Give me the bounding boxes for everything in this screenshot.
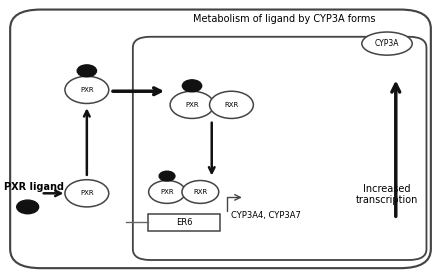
Text: PXR: PXR	[80, 87, 93, 93]
Text: Increased
transcription: Increased transcription	[356, 184, 418, 205]
FancyBboxPatch shape	[148, 214, 220, 232]
Text: CYP3A: CYP3A	[375, 39, 399, 48]
Circle shape	[77, 65, 97, 77]
Circle shape	[182, 180, 219, 204]
Text: PXR: PXR	[80, 190, 93, 196]
Text: ER6: ER6	[176, 218, 193, 227]
Circle shape	[209, 91, 254, 119]
FancyBboxPatch shape	[10, 10, 431, 268]
Text: RXR: RXR	[224, 102, 239, 108]
Circle shape	[170, 91, 214, 119]
Circle shape	[149, 180, 186, 204]
Circle shape	[183, 80, 202, 92]
Circle shape	[159, 171, 175, 181]
Circle shape	[65, 180, 109, 207]
Text: Metabolism of ligand by CYP3A forms: Metabolism of ligand by CYP3A forms	[193, 14, 375, 24]
Circle shape	[65, 76, 109, 103]
Text: CYP3A4, CYP3A7: CYP3A4, CYP3A7	[232, 211, 301, 219]
Text: PXR: PXR	[185, 102, 199, 108]
Text: PXR: PXR	[160, 189, 174, 195]
Text: RXR: RXR	[193, 189, 207, 195]
Ellipse shape	[362, 32, 412, 55]
FancyBboxPatch shape	[133, 37, 426, 260]
Text: PXR ligand: PXR ligand	[4, 182, 64, 191]
Circle shape	[17, 200, 39, 214]
